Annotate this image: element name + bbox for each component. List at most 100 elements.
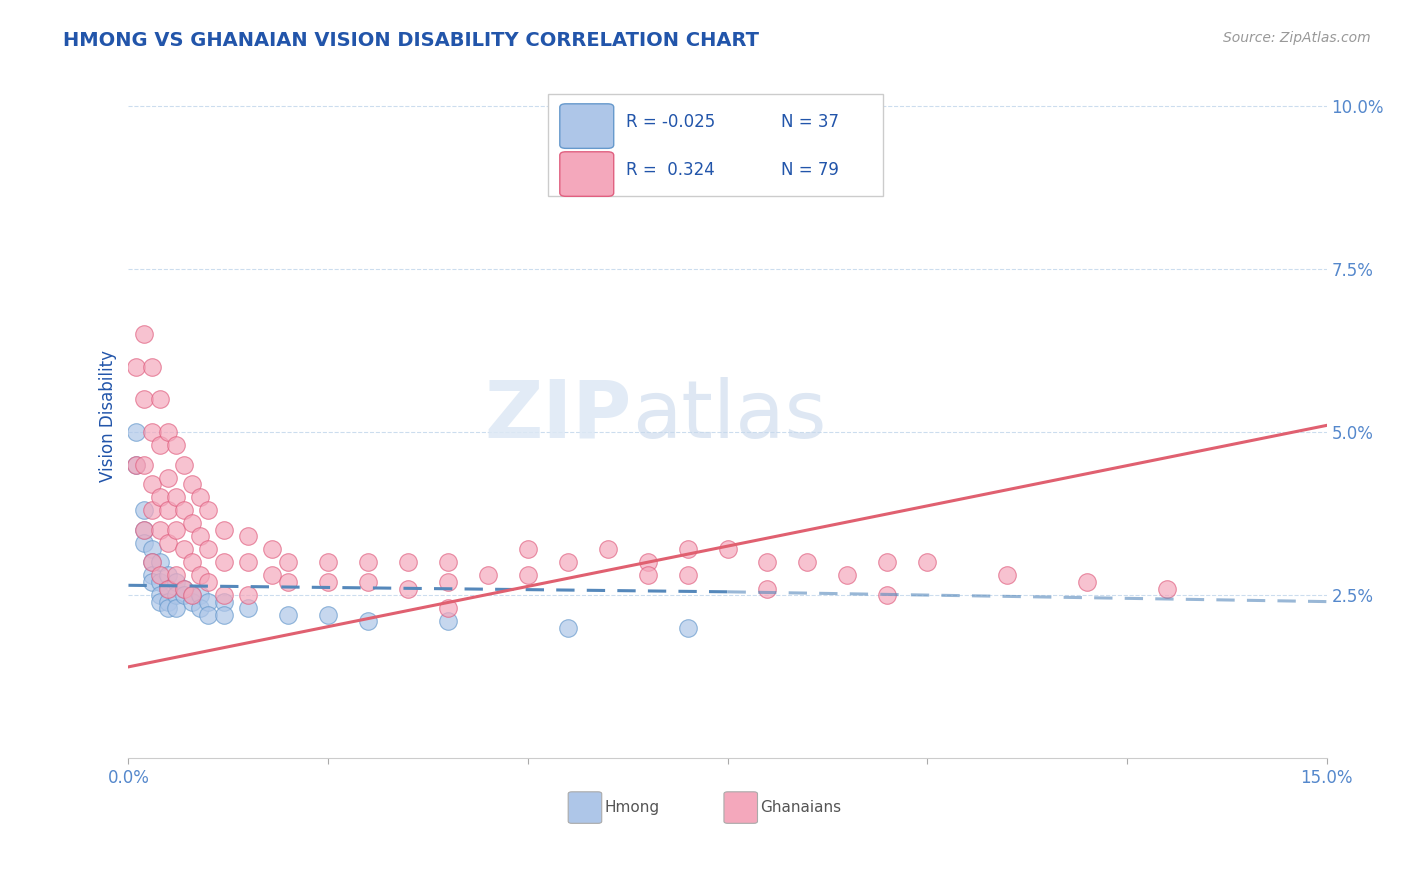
Point bbox=[181, 594, 204, 608]
FancyBboxPatch shape bbox=[548, 94, 883, 196]
Text: N = 79: N = 79 bbox=[782, 161, 839, 179]
Point bbox=[181, 556, 204, 570]
Point bbox=[214, 594, 236, 608]
Point bbox=[157, 594, 180, 608]
Point bbox=[637, 556, 659, 570]
Point bbox=[316, 607, 339, 622]
Point bbox=[190, 588, 212, 602]
Text: Hmong: Hmong bbox=[605, 800, 659, 815]
Point bbox=[141, 477, 163, 491]
Point bbox=[190, 568, 212, 582]
Point bbox=[165, 601, 187, 615]
Text: atlas: atlas bbox=[631, 376, 827, 455]
Point bbox=[141, 574, 163, 589]
Point bbox=[190, 529, 212, 543]
Point bbox=[134, 536, 156, 550]
Point bbox=[516, 568, 538, 582]
Point bbox=[181, 588, 204, 602]
Point bbox=[557, 621, 579, 635]
Point bbox=[1156, 582, 1178, 596]
Point bbox=[141, 503, 163, 517]
Point bbox=[756, 556, 779, 570]
Point bbox=[357, 614, 380, 628]
Point bbox=[277, 556, 299, 570]
Point bbox=[214, 588, 236, 602]
Point bbox=[125, 458, 148, 472]
Point bbox=[437, 614, 460, 628]
Point bbox=[316, 556, 339, 570]
Text: N = 37: N = 37 bbox=[782, 113, 839, 131]
Point bbox=[181, 588, 204, 602]
Point bbox=[796, 177, 818, 191]
Point bbox=[134, 326, 156, 341]
Point bbox=[157, 582, 180, 596]
Point bbox=[125, 359, 148, 374]
Point bbox=[995, 568, 1018, 582]
Text: Source: ZipAtlas.com: Source: ZipAtlas.com bbox=[1223, 31, 1371, 45]
Point bbox=[197, 574, 219, 589]
Point bbox=[437, 601, 460, 615]
Point bbox=[149, 490, 172, 504]
Point bbox=[173, 458, 195, 472]
Point bbox=[157, 470, 180, 484]
Point bbox=[125, 425, 148, 439]
Point bbox=[516, 542, 538, 557]
Point bbox=[596, 542, 619, 557]
Text: R =  0.324: R = 0.324 bbox=[626, 161, 714, 179]
Point bbox=[157, 536, 180, 550]
Point bbox=[134, 523, 156, 537]
Point bbox=[165, 574, 187, 589]
Text: ZIP: ZIP bbox=[485, 376, 631, 455]
Point bbox=[173, 542, 195, 557]
Point bbox=[157, 568, 180, 582]
Point bbox=[756, 582, 779, 596]
Point bbox=[796, 556, 818, 570]
Text: HMONG VS GHANAIAN VISION DISABILITY CORRELATION CHART: HMONG VS GHANAIAN VISION DISABILITY CORR… bbox=[63, 31, 759, 50]
Point bbox=[141, 556, 163, 570]
Point bbox=[165, 523, 187, 537]
Point bbox=[190, 601, 212, 615]
Point bbox=[876, 556, 898, 570]
Point bbox=[437, 574, 460, 589]
Point bbox=[149, 523, 172, 537]
Point bbox=[277, 607, 299, 622]
Point bbox=[173, 503, 195, 517]
Point bbox=[141, 425, 163, 439]
Point bbox=[837, 568, 859, 582]
Point bbox=[214, 607, 236, 622]
Point bbox=[149, 568, 172, 582]
Point bbox=[134, 392, 156, 407]
FancyBboxPatch shape bbox=[560, 152, 613, 196]
Point bbox=[197, 503, 219, 517]
Point bbox=[165, 438, 187, 452]
Point bbox=[181, 516, 204, 531]
Point bbox=[141, 568, 163, 582]
Point bbox=[238, 529, 260, 543]
Point bbox=[214, 523, 236, 537]
Point bbox=[262, 568, 284, 582]
Point bbox=[876, 588, 898, 602]
Point bbox=[238, 556, 260, 570]
Point bbox=[173, 582, 195, 596]
Point bbox=[357, 574, 380, 589]
Text: R = -0.025: R = -0.025 bbox=[626, 113, 714, 131]
Point bbox=[637, 568, 659, 582]
Point bbox=[676, 621, 699, 635]
Point bbox=[141, 556, 163, 570]
Point bbox=[197, 594, 219, 608]
Point bbox=[149, 556, 172, 570]
Point bbox=[437, 556, 460, 570]
Point bbox=[262, 542, 284, 557]
Point bbox=[134, 503, 156, 517]
Point bbox=[157, 425, 180, 439]
Point bbox=[149, 594, 172, 608]
FancyBboxPatch shape bbox=[568, 792, 602, 823]
Point bbox=[165, 490, 187, 504]
Point bbox=[214, 556, 236, 570]
Point bbox=[149, 438, 172, 452]
FancyBboxPatch shape bbox=[724, 792, 758, 823]
Point bbox=[316, 574, 339, 589]
Point bbox=[173, 588, 195, 602]
Point bbox=[396, 556, 419, 570]
FancyBboxPatch shape bbox=[560, 103, 613, 148]
